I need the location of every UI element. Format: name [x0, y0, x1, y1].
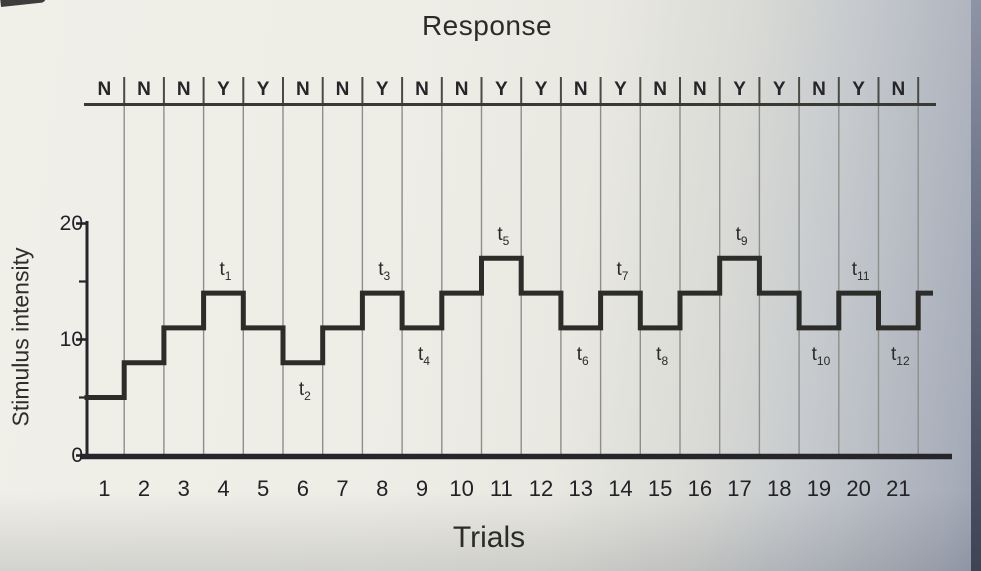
x-tick-label-5: 5	[257, 476, 270, 501]
reversal-label-subscript: 12	[896, 353, 910, 368]
reversal-label-subscript: 5	[502, 234, 510, 249]
x-tick-label-16: 16	[687, 476, 713, 501]
response-letter-trial-15: N	[653, 79, 668, 100]
x-tick-label-6: 6	[296, 476, 309, 501]
x-tick-label-21: 21	[886, 476, 911, 501]
reversal-label-subscript: 10	[816, 353, 831, 368]
reversal-label-subscript: 8	[661, 353, 669, 368]
reversal-label-t12: t12	[891, 343, 910, 368]
reversal-label-subscript: 9	[740, 234, 748, 249]
reversal-label-t3: t3	[378, 259, 391, 283]
reversal-label-subscript: 4	[423, 353, 430, 368]
response-letter-trial-17: Y	[733, 79, 746, 100]
y-tick-label-20: 20	[59, 211, 83, 235]
x-tick-label-19: 19	[806, 476, 832, 501]
response-letter-trial-11: Y	[495, 79, 508, 100]
x-axis-title: Trials	[452, 521, 526, 554]
x-tick-label-8: 8	[376, 476, 389, 501]
reversal-label-t2: t2	[298, 378, 311, 403]
reversal-label-t4: t4	[417, 343, 430, 368]
reversal-label-t11: t11	[851, 259, 870, 283]
x-tick-label-18: 18	[767, 476, 792, 501]
reversal-label-subscript: 11	[857, 268, 870, 283]
response-letter-trial-4: Y	[217, 79, 230, 100]
x-tick-label-15: 15	[647, 476, 673, 501]
response-letter-trial-3: N	[176, 79, 191, 100]
response-letter-trial-7: N	[335, 79, 350, 100]
response-letter-trial-20: Y	[852, 79, 865, 100]
y-tick-label-10: 10	[59, 327, 83, 351]
x-tick-label-1: 1	[98, 476, 111, 501]
x-tick-label-4: 4	[217, 476, 230, 501]
x-tick-label-2: 2	[137, 476, 151, 501]
response-letter-trial-14: Y	[614, 79, 627, 100]
reversal-label-t10: t10	[811, 343, 831, 368]
reversal-label-t1: t1	[219, 259, 232, 283]
response-letter-trial-6: N	[295, 79, 310, 100]
x-tick-label-17: 17	[727, 476, 752, 501]
x-tick-label-7: 7	[336, 476, 349, 501]
x-tick-label-3: 3	[177, 476, 190, 501]
reversal-label-subscript: 6	[582, 353, 589, 368]
reversal-label-subscript: 7	[621, 268, 629, 283]
reversal-label-t6: t6	[576, 343, 589, 368]
response-letter-trial-19: N	[812, 79, 826, 100]
response-letter-trial-12: Y	[534, 79, 548, 100]
response-letter-trial-13: N	[573, 79, 588, 100]
response-letter-trial-1: N	[97, 79, 112, 100]
x-tick-label-11: 11	[489, 476, 513, 501]
x-tick-label-13: 13	[568, 476, 593, 501]
reversal-label-t8: t8	[656, 343, 669, 368]
photo-edge-strip	[971, 0, 981, 571]
reversal-label-t9: t9	[735, 224, 748, 249]
x-tick-label-9: 9	[415, 476, 429, 501]
x-tick-label-20: 20	[846, 476, 871, 501]
y-tick-label-0: 0	[71, 443, 83, 467]
reversal-label-subscript: 3	[383, 268, 391, 283]
response-letter-trial-5: Y	[256, 79, 270, 100]
reversal-label-t5: t5	[497, 224, 510, 249]
response-letter-trial-2: N	[137, 79, 151, 100]
response-letter-trial-9: N	[415, 79, 429, 100]
response-letter-trial-18: Y	[772, 79, 786, 100]
x-tick-label-12: 12	[528, 476, 554, 501]
response-letter-trial-21: N	[891, 79, 906, 100]
response-letter-trial-8: Y	[375, 79, 389, 100]
y-axis-title: Stimulus intensity	[7, 247, 34, 427]
response-letter-trial-10: N	[454, 79, 469, 100]
reversal-label-subscript: 1	[224, 268, 232, 283]
reversal-label-subscript: 2	[304, 388, 311, 403]
x-tick-label-14: 14	[608, 476, 633, 501]
chart-title: Response	[421, 10, 553, 41]
reversal-label-t7: t7	[616, 259, 629, 283]
staircase-line	[84, 255, 933, 400]
x-tick-label-10: 10	[449, 476, 474, 501]
response-letter-trial-16: N	[692, 79, 707, 100]
